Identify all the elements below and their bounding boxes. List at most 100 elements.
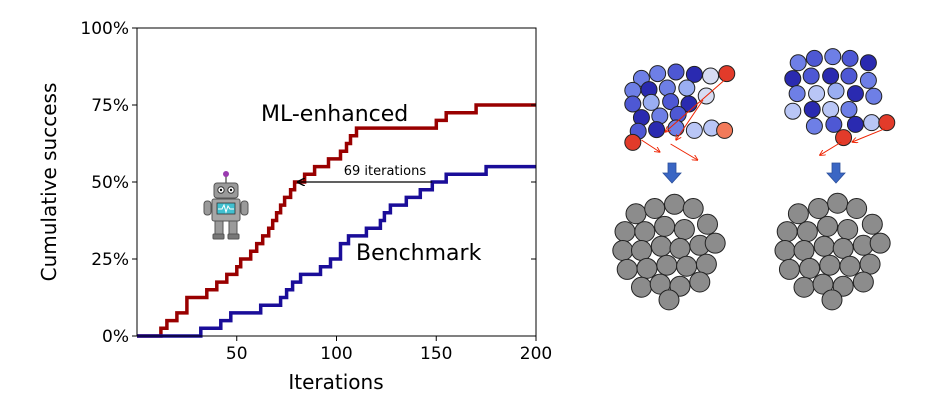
blue-atom	[667, 63, 685, 81]
series-line-benchmark	[137, 164, 536, 338]
gray-atom	[634, 221, 656, 243]
blue-atom	[859, 54, 877, 72]
gray-atom	[682, 198, 704, 219]
ticks-layer: 50 100 150 200 0% 25% 50% 75% 100%	[80, 19, 552, 364]
gray-atom	[616, 258, 638, 280]
gray-atom	[796, 221, 818, 243]
gray-atom	[650, 235, 672, 257]
cumulative-success-chart: 50 100 150 200 0% 25% 50% 75% 100% Cumulative su…	[37, 19, 552, 394]
blue-atom	[827, 82, 845, 100]
blue-atom	[803, 100, 821, 118]
pale-atom	[702, 67, 720, 85]
gray-atom	[697, 213, 718, 235]
blue-atom	[624, 95, 642, 113]
gray-atom	[644, 198, 666, 219]
gray-atom	[859, 253, 881, 275]
blue-atom	[805, 117, 823, 135]
gray-atom	[656, 254, 678, 276]
gray-atom	[813, 235, 835, 257]
gray-atom	[664, 193, 685, 215]
gray-atom	[793, 276, 815, 298]
gray-atom	[631, 240, 652, 261]
gray-atom	[799, 257, 821, 279]
blue-atom	[840, 100, 858, 118]
move-arrow	[676, 99, 704, 140]
blue-atom	[784, 102, 802, 120]
blue-atom	[678, 79, 696, 97]
series-label-ml-enhanced: ML-enhanced	[261, 102, 408, 127]
cluster-panel-left	[612, 63, 736, 311]
gray-atom	[846, 198, 868, 219]
move-arrow	[852, 128, 885, 142]
blue-atom	[841, 49, 859, 67]
y-axis-label: Cumulative success	[37, 83, 61, 282]
down-arrow-icon	[826, 162, 846, 184]
x-tick-label: 50	[226, 344, 248, 364]
cluster-panel-right	[774, 48, 896, 311]
gray-atom	[689, 271, 711, 293]
gray-atom	[778, 258, 800, 280]
series-layer	[137, 103, 536, 338]
gray-atom	[837, 219, 859, 240]
blue-atom	[805, 49, 823, 67]
gray-atom	[832, 275, 854, 297]
gray-atom	[614, 221, 636, 243]
blue-atom	[840, 67, 858, 85]
red-atom	[624, 133, 642, 151]
gray-atom	[669, 275, 691, 297]
gray-atom	[704, 232, 726, 254]
blue-atom	[846, 115, 864, 133]
gray-atom	[827, 192, 849, 214]
blue-atom	[822, 67, 840, 85]
gray-atom	[808, 198, 830, 219]
blue-atom	[789, 54, 807, 72]
iteration-gap-label: 69 iterations	[344, 164, 427, 179]
gray-atom	[793, 240, 815, 261]
gray-atom	[695, 253, 717, 275]
gray-atom	[852, 271, 874, 293]
blue-atom	[685, 121, 703, 139]
gray-atom	[832, 237, 854, 259]
blue-atom	[824, 48, 842, 66]
blue-atom	[822, 100, 840, 118]
gray-atom	[869, 232, 891, 254]
blue-atom	[662, 93, 680, 111]
move-arrow	[820, 141, 842, 155]
down-arrow-icon	[662, 162, 682, 184]
blue-atom	[648, 121, 666, 139]
gray-atom	[676, 255, 698, 277]
blue-atom	[649, 65, 667, 83]
blue-atom	[788, 85, 806, 103]
y-tick-label: 0%	[102, 327, 129, 347]
y-tick-label: 75%	[91, 96, 129, 116]
gray-atom	[817, 215, 839, 237]
move-arrow	[641, 139, 659, 152]
gray-atom	[612, 240, 634, 261]
blue-atom	[808, 85, 826, 103]
gray-atom	[654, 215, 676, 237]
gray-atom	[839, 255, 861, 277]
gray-atom	[669, 237, 691, 259]
gray-atom	[861, 213, 883, 235]
x-tick-label: 150	[420, 344, 452, 364]
red-atom	[835, 129, 853, 147]
gray-atom	[821, 289, 843, 311]
y-tick-label: 100%	[80, 19, 129, 39]
series-line-ml-enhanced	[137, 103, 536, 338]
red-atom	[716, 121, 734, 139]
gray-atom	[787, 203, 809, 225]
series-label-benchmark: Benchmark	[356, 241, 482, 266]
blue-atom	[802, 67, 820, 85]
blue-atom	[642, 93, 660, 111]
x-tick-label: 100	[320, 344, 352, 364]
x-tick-label: 200	[520, 344, 552, 364]
move-arrow	[665, 79, 725, 132]
gray-atom	[658, 289, 680, 311]
red-atom	[878, 114, 896, 132]
gray-atom	[673, 219, 695, 240]
y-tick-label: 25%	[91, 250, 129, 270]
blue-atom	[863, 114, 881, 132]
x-axis-label: Iterations	[288, 370, 383, 394]
gray-atom	[774, 240, 796, 261]
